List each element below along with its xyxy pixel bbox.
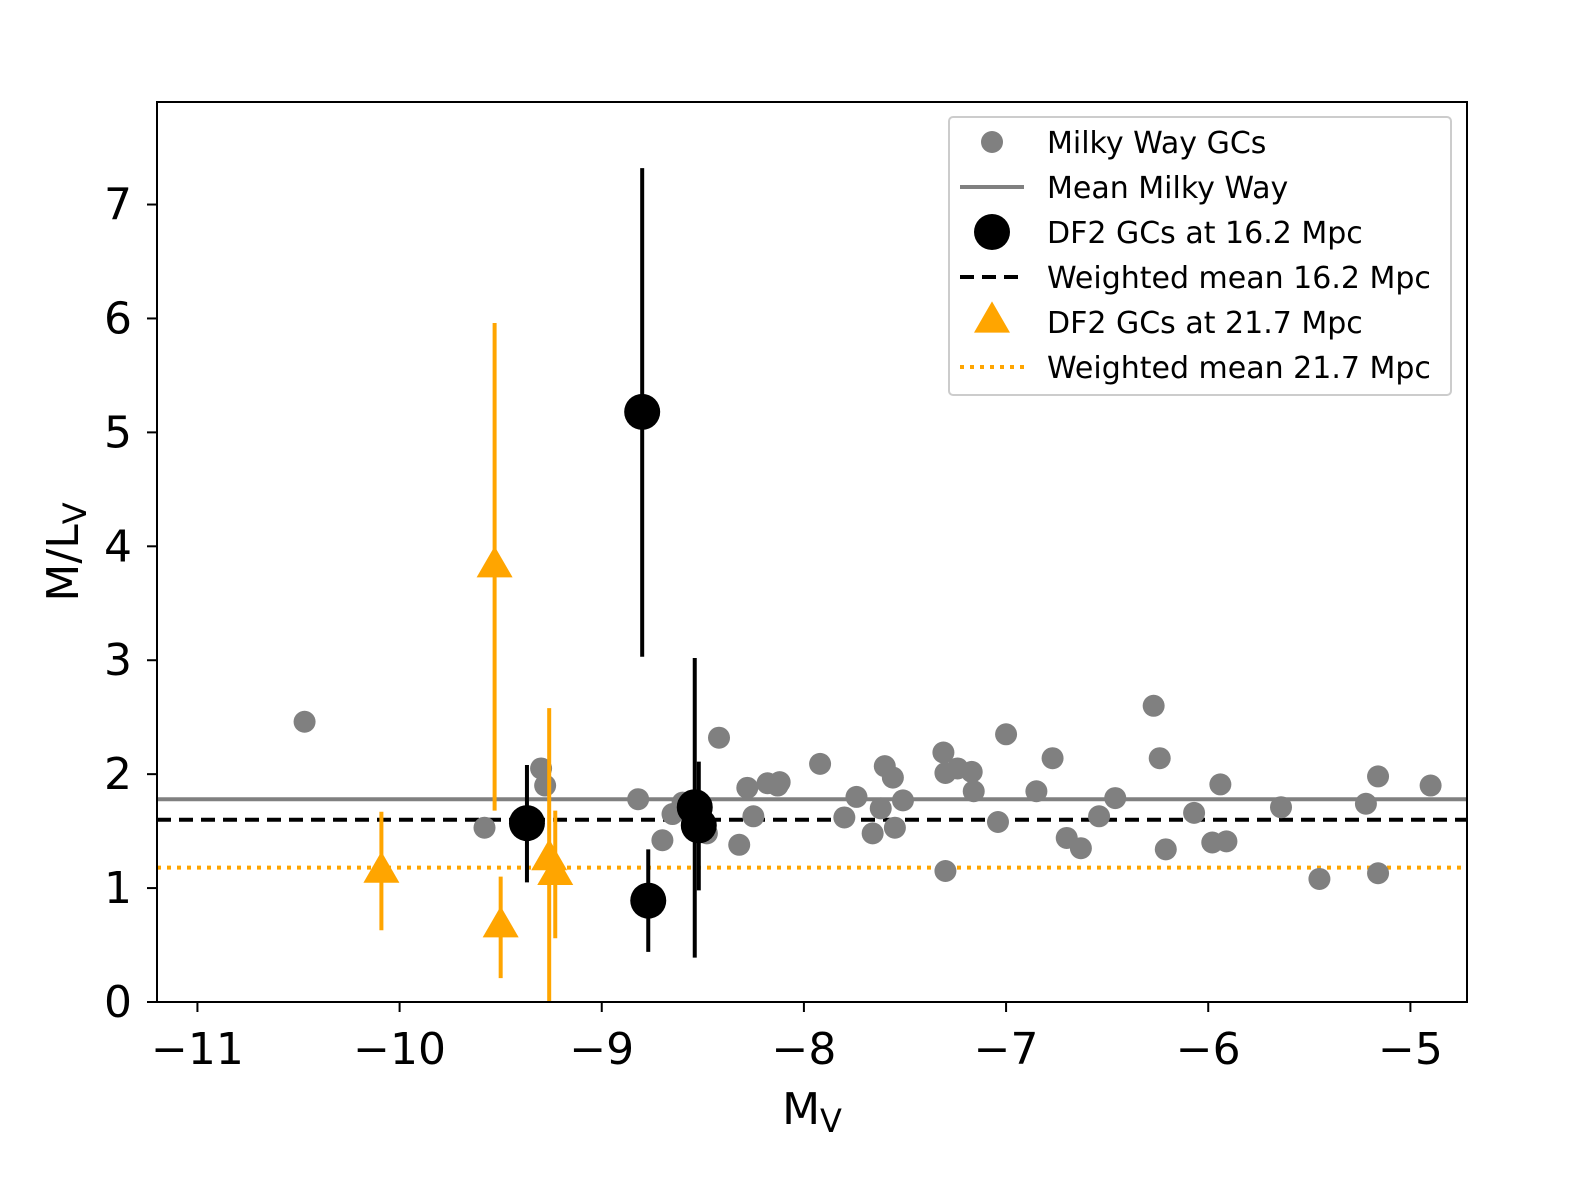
- milky-way-gc-point-35: [1041, 747, 1064, 770]
- plot-content: [157, 168, 1467, 1002]
- df2-16-2-mpc-point-4: [680, 807, 717, 844]
- milky-way-gc-point-51: [1367, 862, 1390, 885]
- x-tick-label-6: −5: [1378, 1024, 1443, 1075]
- legend: Milky Way GCs Mean Milky Way DF2 GCs at 16…: [948, 116, 1452, 396]
- y-axis-label: M/LV: [38, 502, 94, 601]
- milky-way-gc-point-13: [742, 805, 765, 828]
- milky-way-gc-point-18: [833, 806, 856, 829]
- milky-way-gc-point-12: [736, 776, 759, 799]
- df2-21-7-mpc-point-0: [363, 851, 400, 883]
- milky-way-gc-point-50: [1367, 765, 1390, 788]
- milky-way-gc-point-46: [1215, 830, 1238, 853]
- milky-way-gc-point-25: [891, 789, 914, 812]
- df2-16-2-mpc-point-0: [508, 805, 545, 842]
- x-axis-ticks: −11 −10 −9 −8 −7 −6 −5: [151, 1002, 1443, 1075]
- milky-way-gc-point-49: [1354, 792, 1377, 815]
- milky-way-gc-point-32: [986, 811, 1009, 833]
- milky-way-gc-point-48: [1308, 867, 1331, 890]
- milky-way-gc-point-31: [962, 780, 985, 803]
- df2-21-7-mpc-point-4: [537, 853, 574, 886]
- milky-way-gc-point-16: [768, 771, 791, 794]
- plot-frame: [156, 101, 1468, 1003]
- milky-way-gc-point-41: [1148, 747, 1171, 770]
- legend-marker-4: [974, 301, 1010, 333]
- milky-way-gc-point-33: [995, 723, 1018, 746]
- milky-way-gc-point-5: [651, 829, 674, 852]
- milky-way-gc-point-43: [1183, 801, 1206, 824]
- df2-21-7-mpc-point-2: [482, 906, 519, 938]
- y-tick-label-4: 4: [104, 521, 132, 572]
- milky-way-gc-point-10: [708, 726, 731, 749]
- milky-way-gc-point-28: [934, 859, 957, 882]
- df2-16-2-mpc-point-2: [630, 882, 667, 919]
- milky-way-gc-point-34: [1025, 780, 1048, 803]
- x-tick-label-1: −10: [353, 1024, 446, 1075]
- legend-marker-0: [981, 131, 1003, 153]
- df2-21-7-mpc-point-1: [476, 546, 513, 578]
- x-tick-label-2: −9: [569, 1024, 634, 1075]
- milky-way-gc-point-24: [883, 816, 906, 839]
- milky-way-gc-point-2: [530, 757, 553, 780]
- milky-way-gc-point-11: [728, 833, 751, 856]
- y-tick-label-0: 0: [104, 977, 132, 1028]
- milky-way-gc-point-30: [960, 760, 983, 783]
- milky-way-gc-point-45: [1209, 773, 1232, 796]
- y-axis-ticks: 0 1 2 3 4 5 6 7: [104, 180, 157, 1028]
- milky-way-gc-point-17: [809, 752, 832, 775]
- legend-label-2: DF2 GCs at 16.2 Mpc: [1047, 216, 1363, 251]
- y-tick-label-3: 3: [104, 635, 132, 686]
- milky-way-gc-point-37: [1069, 837, 1092, 860]
- legend-box: [948, 116, 1452, 396]
- milky-way-gc-point-19: [845, 785, 868, 808]
- legend-label-4: DF2 GCs at 21.7 Mpc: [1047, 306, 1363, 341]
- milky-way-gc-point-39: [1104, 787, 1127, 810]
- df2-16-2-mpc-point-1: [624, 393, 661, 430]
- x-tick-label-0: −11: [151, 1024, 244, 1075]
- milky-way-gc-point-23: [881, 766, 904, 789]
- milky-way-gc-point-26: [932, 741, 955, 764]
- legend-item-0: Milky Way GCs: [981, 126, 1266, 161]
- milky-way-gc-point-21: [869, 797, 892, 820]
- x-axis-label: MV: [782, 1084, 842, 1140]
- milky-way-gc-point-4: [627, 788, 650, 811]
- y-tick-label-6: 6: [104, 293, 132, 344]
- legend-item-2: DF2 GCs at 16.2 Mpc: [974, 214, 1363, 251]
- milky-way-gc-point-38: [1088, 805, 1111, 828]
- legend-label-0: Milky Way GCs: [1047, 126, 1266, 161]
- legend-label-3: Weighted mean 16.2 Mpc: [1047, 261, 1431, 296]
- milky-way-gc-point-42: [1154, 838, 1177, 861]
- milky-way-gc-point-0: [293, 710, 316, 733]
- milky-way-gc-point-20: [861, 822, 884, 845]
- y-tick-label-5: 5: [104, 407, 132, 458]
- x-tick-label-5: −6: [1176, 1024, 1241, 1075]
- y-tick-label-7: 7: [104, 180, 132, 231]
- y-tick-label-2: 2: [104, 749, 132, 800]
- milky-way-gc-point-1: [473, 816, 496, 839]
- legend-item-4: DF2 GCs at 21.7 Mpc: [974, 301, 1363, 341]
- milky-way-gc-point-40: [1142, 694, 1165, 717]
- legend-label-5: Weighted mean 21.7 Mpc: [1047, 351, 1431, 386]
- x-tick-label-4: −7: [974, 1024, 1039, 1075]
- milky-way-gc-point-3: [534, 774, 557, 797]
- milky-way-gc-point-47: [1270, 796, 1293, 819]
- legend-label-1: Mean Milky Way: [1047, 171, 1288, 206]
- x-tick-label-3: −8: [771, 1024, 836, 1075]
- y-tick-label-1: 1: [104, 863, 132, 914]
- milky-way-gc-point-52: [1419, 774, 1442, 797]
- legend-item-1: Mean Milky Way: [960, 171, 1288, 206]
- legend-item-3: Weighted mean 16.2 Mpc: [960, 261, 1431, 296]
- legend-item-5: Weighted mean 21.7 Mpc: [960, 351, 1431, 386]
- legend-marker-2: [974, 214, 1010, 250]
